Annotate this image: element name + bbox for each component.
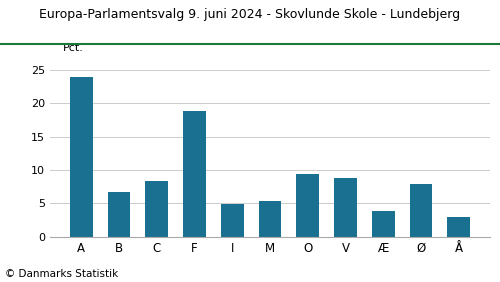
Text: Pct.: Pct. [62,43,84,53]
Text: © Danmarks Statistik: © Danmarks Statistik [5,269,118,279]
Bar [296,174,319,237]
Bar [372,211,394,237]
Bar [448,217,470,237]
Bar [146,181,168,237]
Bar [258,201,281,237]
Bar [108,192,130,237]
Bar [334,178,357,237]
Bar [70,77,92,237]
Bar [183,111,206,237]
Bar [221,204,244,237]
Text: Europa-Parlamentsvalg 9. juni 2024 - Skovlunde Skole - Lundebjerg: Europa-Parlamentsvalg 9. juni 2024 - Sko… [40,8,461,21]
Bar [410,184,432,237]
